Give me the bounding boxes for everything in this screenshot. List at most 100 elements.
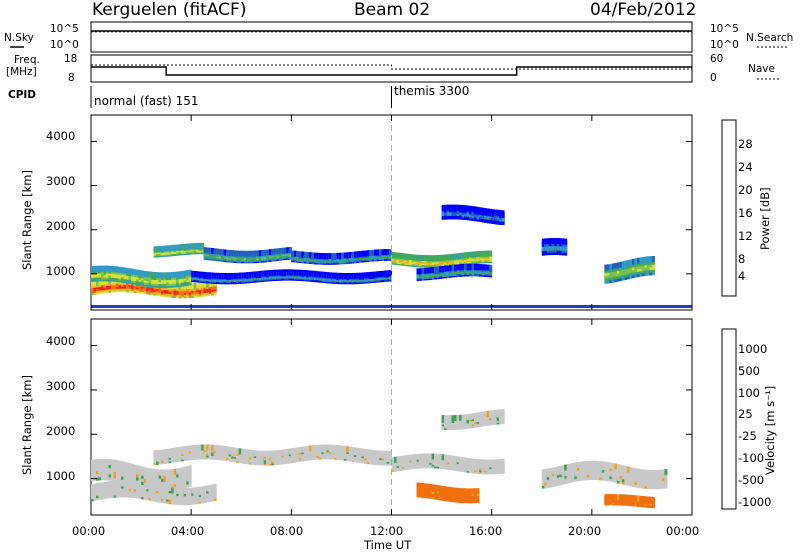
- power-cell-band-7: [466, 263, 470, 270]
- velocity-cell-band-3: [494, 459, 498, 466]
- velocity-cell-band-7: [556, 466, 560, 473]
- velocity-cell-band-0: [191, 487, 195, 494]
- velocity-cell-band-2: [303, 446, 307, 453]
- velocity-cell-band-4: [456, 487, 460, 494]
- velocity-cell-band-2: [153, 450, 157, 457]
- power-cell-band-2: [183, 243, 187, 250]
- power-cell-band-4: [191, 270, 195, 277]
- power-cell-band-7: [439, 266, 442, 273]
- power-cell-band-6: [416, 254, 420, 261]
- velocity-cell-band-7: [609, 462, 613, 469]
- velocity-cell-band-3: [404, 455, 407, 462]
- velocity-cell-band-7: [601, 461, 605, 468]
- velocity-cell-band-1: [146, 474, 149, 480]
- velocity-cell-band-2: [341, 445, 345, 452]
- velocity-cell-band-0: [118, 480, 122, 487]
- power-cell-band-4: [286, 269, 290, 276]
- power-cell-band-6: [441, 254, 445, 261]
- velocity-cell-band-1: [166, 478, 169, 485]
- power-cell-band-4: [266, 270, 270, 277]
- velocity-cell-band-5: [496, 409, 500, 416]
- power-cell-band-7: [479, 264, 482, 270]
- power-cell-band-9: [544, 238, 548, 245]
- power-cell-band-4: [379, 271, 382, 277]
- velocity-cell-band-2: [251, 450, 255, 456]
- power-cell-band-5: [306, 252, 310, 258]
- power-cell-band-4: [281, 269, 285, 276]
- power-cell-band-5: [316, 252, 320, 259]
- velocity-cell-band-1: [101, 461, 104, 468]
- velocity-cell-band-1: [113, 472, 117, 479]
- velocity-cell-band-5: [464, 414, 467, 421]
- power-cell-band-8: [496, 209, 500, 216]
- power-cell-band-7: [489, 264, 493, 271]
- velocity-cell-band-1: [121, 464, 124, 471]
- velocity-cell-band-1: [153, 478, 157, 485]
- velocity-cell-band-2: [206, 444, 210, 451]
- velocity-cell-band-2: [268, 450, 272, 457]
- power-cell-band-3: [288, 247, 292, 253]
- power-cell-band-3: [233, 250, 237, 257]
- velocity-cell-band-1: [168, 475, 172, 482]
- velocity-cell-band-2: [253, 450, 257, 457]
- power-cell-band-5: [353, 251, 357, 258]
- velocity-cell-band-1: [181, 473, 184, 480]
- power-cell-band-0: [188, 283, 192, 290]
- velocity-cell-band-1: [143, 479, 147, 486]
- velocity-cell-band-1: [91, 469, 94, 475]
- velocity-cell-band-5: [444, 415, 447, 422]
- velocity-cell-band-1: [138, 472, 142, 479]
- velocity-cell-band-1: [101, 471, 104, 478]
- power-cell-band-5: [298, 251, 302, 258]
- power-cell-band-9: [549, 238, 553, 245]
- velocity-cell-band-1: [146, 477, 149, 484]
- power-cell-band-0: [208, 281, 212, 287]
- power-cell-band-10: [631, 258, 635, 265]
- velocity-cell-band-2: [198, 444, 202, 451]
- velocity-cell-band-2: [384, 450, 387, 457]
- power-cell-band-6: [449, 254, 452, 261]
- power-cell-band-4: [303, 270, 307, 276]
- velocity-cell-band-7: [581, 461, 585, 468]
- velocity-cell-band-1: [178, 467, 182, 474]
- power-cell-band-3: [203, 247, 207, 254]
- velocity-cell-band-1: [128, 478, 132, 485]
- velocity-cell-band-6: [636, 495, 640, 502]
- velocity-cell-band-1: [186, 481, 190, 488]
- power-cell-band-6: [431, 255, 435, 262]
- power-cell-band-6: [404, 253, 407, 260]
- power-cell-band-10: [634, 258, 638, 265]
- power-cell-band-6: [466, 252, 470, 258]
- velocity-cell-band-1: [156, 472, 159, 479]
- velocity-cell-band-1: [123, 471, 127, 478]
- velocity-cell-band-1: [93, 474, 97, 481]
- velocity-cell-band-4: [431, 484, 435, 491]
- velocity-cell-band-7: [559, 465, 563, 472]
- vel-cbar-tick-1000: 1000: [738, 342, 768, 356]
- power-cbar-tick-16: 16: [738, 206, 753, 220]
- power-cell-band-3: [256, 250, 260, 257]
- velocity-cell-band-7: [606, 462, 610, 469]
- velocity-cell-band-1: [108, 468, 112, 475]
- velocity-cell-band-6: [611, 494, 615, 501]
- power-cell-band-3: [208, 247, 212, 254]
- velocity-cell-band-0: [108, 481, 112, 488]
- power-cell-band-6: [421, 255, 425, 261]
- velocity-cell-band-3: [484, 459, 488, 466]
- velocity-cell-band-2: [316, 444, 320, 451]
- velocity-cell-band-3: [439, 454, 442, 460]
- velocity-cell-band-1: [188, 477, 192, 484]
- power-cell-band-10: [649, 256, 653, 263]
- power-cell-band-3: [271, 248, 275, 255]
- velocity-cell-band-1: [161, 485, 164, 492]
- velocity-cell-band-2: [221, 445, 225, 452]
- power-cell-band-1: [108, 265, 112, 272]
- velocity-cell-band-1: [131, 470, 134, 477]
- velocity-cell-band-5: [491, 410, 495, 417]
- power-cell-band-0: [191, 283, 195, 290]
- xtick-1600: 16:00: [469, 524, 503, 538]
- power-cell-band-10: [646, 256, 650, 263]
- velocity-cell-band-2: [273, 450, 277, 457]
- power-cell-band-6: [461, 252, 465, 259]
- velocity-cell-band-7: [561, 465, 565, 472]
